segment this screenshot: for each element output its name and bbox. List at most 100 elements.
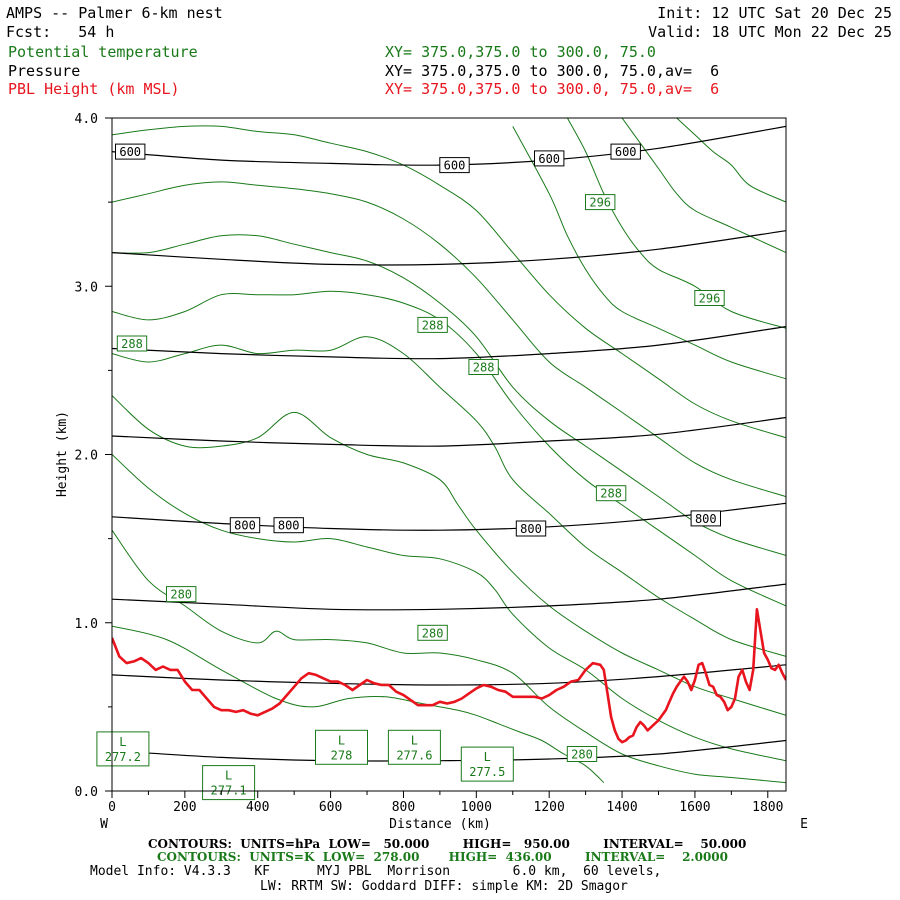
footer-model-info: Model Info: V4.3.3 KF MYJ PBL Morrison 6… xyxy=(90,864,662,879)
pressure-label-box xyxy=(229,517,261,534)
x-tick-label: 1600 xyxy=(679,800,710,815)
theta-label: 288 xyxy=(121,337,143,351)
pressure-contours xyxy=(112,125,786,762)
theta-label: 288 xyxy=(600,487,622,501)
pressure-label: 800 xyxy=(695,512,717,526)
low-center-value: 277.2 xyxy=(105,750,141,764)
theta-contour-line xyxy=(566,118,786,329)
x-tick-label: 0 xyxy=(108,800,116,815)
legend-pbl-xy: XY= 375.0,375.0 to 300.0, 75.0,av= 6 xyxy=(385,80,720,98)
pressure-label: 600 xyxy=(119,145,141,159)
plot-frame xyxy=(111,117,787,792)
theta-label: 288 xyxy=(422,318,444,332)
theta-label-box xyxy=(694,290,725,306)
low-center-marker: L xyxy=(338,733,345,747)
pressure-label: 800 xyxy=(520,522,542,536)
theta-label-box xyxy=(417,624,448,641)
pressure-label: 800 xyxy=(278,519,300,533)
pressure-contour-line xyxy=(112,664,786,686)
pressure-label: 800 xyxy=(234,519,256,533)
theta-contours xyxy=(112,118,786,784)
pressure-label: 600 xyxy=(444,159,466,173)
valid-time: Valid: 18 UTC Mon 22 Dec 25 xyxy=(648,23,892,41)
legend-theta-name: Potential temperature xyxy=(8,43,198,61)
pressure-label: 600 xyxy=(538,152,560,166)
pressure-label-box xyxy=(534,150,565,167)
theta-label-box xyxy=(166,586,197,603)
pressure-contour-line xyxy=(112,739,786,762)
footer-model-info-2: LW: RRTM SW: Goddard DIFF: simple KM: 2D… xyxy=(260,879,628,894)
init-time: Init: 12 UTC Sat 20 Dec 25 xyxy=(657,4,892,22)
theta-contour-line xyxy=(512,126,786,380)
theta-label-box xyxy=(566,746,598,762)
x-tick-label: 600 xyxy=(319,800,342,815)
pressure-contour-line xyxy=(112,416,786,447)
axes: 0 200 400 600 800 1000 1200 1400 1600 1800 0.0 1.0 2… xyxy=(75,112,784,815)
theta-contour-line xyxy=(112,529,786,784)
pressure-contour-line xyxy=(112,583,786,611)
theta-contour-line xyxy=(112,336,786,657)
y-tick-label: 2.0 xyxy=(75,449,98,464)
x-tick-label: 1000 xyxy=(461,800,492,815)
low-center-box xyxy=(315,729,368,765)
low-center-value: 278 xyxy=(331,748,353,762)
theta-contour-line xyxy=(112,290,786,607)
theta-contour-line xyxy=(676,118,786,203)
pressure-label-box xyxy=(273,517,304,534)
x-tick-label: 400 xyxy=(246,800,269,815)
y-axis-label: Height (km) xyxy=(55,411,70,497)
pressure-label-box xyxy=(515,520,547,537)
pressure-contour-line xyxy=(112,230,786,266)
theta-label-box xyxy=(468,359,499,375)
pressure-label-box xyxy=(610,143,641,160)
x-tick-label: 1400 xyxy=(606,800,637,815)
west-label: W xyxy=(100,817,108,832)
x-tick-label: 1200 xyxy=(534,800,565,815)
pressure-label: 600 xyxy=(615,145,637,159)
x-axis-label: Distance (km) xyxy=(389,817,491,832)
legend-pressure-name: Pressure xyxy=(8,62,81,80)
low-center-marker: L xyxy=(411,733,418,747)
theta-label-box xyxy=(116,335,148,352)
theta-label: 280 xyxy=(571,748,593,762)
y-tick-label: 1.0 xyxy=(75,617,98,632)
forecast-hour: Fcst: 54 h xyxy=(6,23,115,41)
x-tick-label: 800 xyxy=(392,800,415,815)
x-tick-label: 200 xyxy=(173,800,196,815)
y-tick-label: 3.0 xyxy=(75,280,98,295)
theta-label: 288 xyxy=(473,361,495,375)
low-center-marker: L xyxy=(225,769,232,783)
theta-label: 280 xyxy=(422,626,444,640)
east-label: E xyxy=(800,817,808,832)
theta-contour-line xyxy=(112,625,605,783)
theta-contour-line xyxy=(112,395,786,716)
low-center-box xyxy=(202,765,256,801)
theta-label-box xyxy=(585,194,616,211)
low-center-marker: L xyxy=(484,750,491,764)
footer-contours-k: CONTOURS: UNITS=K LOW= 278.00 HIGH= 436.… xyxy=(157,850,728,864)
y-tick-label: 4.0 xyxy=(75,112,98,127)
theta-contour-line xyxy=(112,125,786,439)
theta-contour-line xyxy=(112,454,786,762)
pressure-label-box xyxy=(690,510,721,527)
theta-label: 280 xyxy=(170,588,192,602)
theta-contour-line xyxy=(621,118,786,254)
low-center-box xyxy=(460,746,514,782)
chart-title: AMPS -- Palmer 6-km nest xyxy=(6,4,223,22)
theta-label-box xyxy=(595,485,627,502)
pressure-contour-line xyxy=(112,502,786,531)
pbl-height-line xyxy=(112,608,786,744)
pressure-label-box xyxy=(115,143,146,160)
pbl-height-series xyxy=(112,608,786,744)
x-tick-label: 1800 xyxy=(752,800,783,815)
low-center-value: 277.6 xyxy=(396,748,432,762)
legend-theta-xy: XY= 375.0,375.0 to 300.0, 75.0 xyxy=(385,43,656,61)
pressure-label-box xyxy=(439,157,470,174)
low-center-box xyxy=(387,729,441,765)
theta-label-box xyxy=(417,316,448,333)
y-tick-label: 0.0 xyxy=(75,785,98,800)
low-center-box xyxy=(96,731,150,767)
low-center-marker: L xyxy=(119,735,126,749)
theta-contour-line xyxy=(112,181,786,498)
